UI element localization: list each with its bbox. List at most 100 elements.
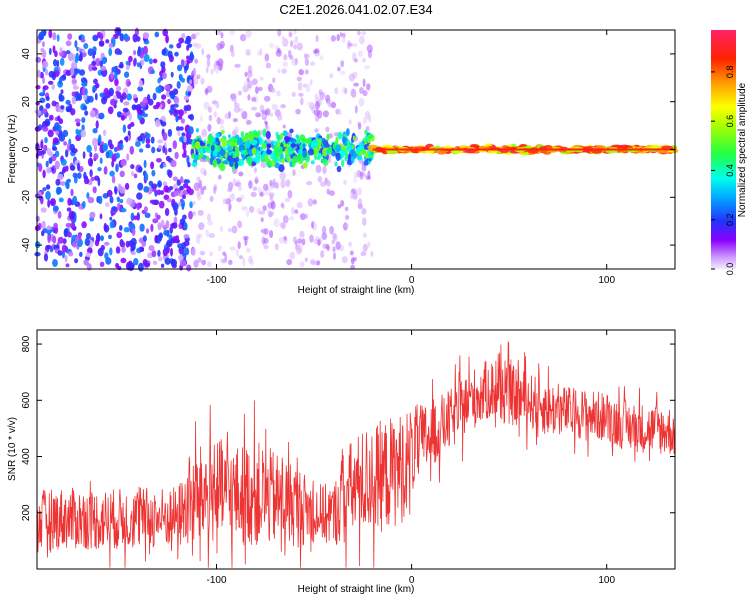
spectrogram-cell xyxy=(201,128,208,138)
spectrogram-cell xyxy=(127,262,133,269)
spectrogram-cell xyxy=(195,128,199,133)
spectrogram-cell xyxy=(48,29,53,39)
spectrogram-cell xyxy=(228,228,232,233)
spectrogram-cell xyxy=(289,251,295,260)
spectrogram-cell xyxy=(281,36,286,41)
spectrogram-cell xyxy=(152,92,157,101)
spectrogram-cell xyxy=(111,206,118,212)
spectrogram-cell xyxy=(184,39,190,45)
spectrogram-cell xyxy=(93,153,99,160)
spectrogram-cell xyxy=(353,175,357,184)
spectrogram-cell xyxy=(199,250,206,256)
spectrogram-cell xyxy=(359,35,365,45)
spectrogram-cell xyxy=(45,184,51,190)
spectrogram-cell xyxy=(359,87,364,94)
spectrogram-cell xyxy=(189,53,195,61)
spectrogram-cell xyxy=(82,151,86,159)
spectrogram-cell xyxy=(206,54,211,60)
spectrogram-cell xyxy=(80,77,87,84)
spectrogram-cell xyxy=(165,155,171,162)
spectrogram-cell xyxy=(348,241,353,247)
spectrogram-cell xyxy=(89,169,93,178)
spectrogram-cell xyxy=(208,233,215,238)
spectrogram-cell xyxy=(277,47,281,54)
spectrogram-cell xyxy=(306,180,313,186)
spectrogram-cell xyxy=(59,57,65,66)
spectrogram-cell xyxy=(52,32,57,41)
spectrogram-cell xyxy=(353,82,359,87)
spectrogram-cell xyxy=(270,87,276,94)
spectrogram-cell xyxy=(143,159,147,169)
spectrogram-cell xyxy=(330,35,336,42)
spectrogram-cell xyxy=(276,90,281,97)
spectrogram-cell xyxy=(292,169,296,177)
spectrogram-cell xyxy=(283,54,288,61)
spectrogram-cell xyxy=(101,56,107,65)
spectrogram-cell xyxy=(158,256,163,262)
spectrogram-cell xyxy=(39,105,44,111)
spectrogram-cell xyxy=(178,201,182,207)
spectrogram-cell xyxy=(143,45,148,55)
spectrogram-cell xyxy=(364,135,369,141)
spectrogram-cell xyxy=(76,238,83,247)
spectrogram-cell xyxy=(329,190,335,196)
spectrogram-cell xyxy=(79,251,83,257)
spectrogram-cell xyxy=(126,153,130,161)
spectrogram-cell xyxy=(137,86,144,92)
spectrogram-cell xyxy=(266,143,272,149)
spectrogram-cell xyxy=(87,247,93,255)
spectrogram-cell xyxy=(289,160,293,168)
spectrogram-cell xyxy=(186,155,190,164)
spectrogram-cell xyxy=(234,102,240,108)
spectrogram-cell xyxy=(151,183,158,189)
spectrogram-cell xyxy=(347,40,351,46)
spectrogram-cell xyxy=(311,220,314,229)
snr-x-tick-label: 100 xyxy=(598,575,615,586)
spectrogram-cell xyxy=(65,263,70,268)
spectrogram-cell xyxy=(206,261,212,268)
spectrogram-cell xyxy=(37,69,41,78)
spectrogram-cell xyxy=(120,115,125,121)
spectrogram-cell xyxy=(164,208,170,216)
spectrogram-cell xyxy=(115,262,120,269)
spectrogram-cell xyxy=(212,159,218,168)
spectrogram-cell xyxy=(150,223,154,232)
spectrogram-cell xyxy=(143,186,150,193)
spectrogram-cell xyxy=(274,243,279,251)
spectrogram-cell xyxy=(123,33,129,41)
spectrogram-cell xyxy=(191,162,198,168)
spectrogram-cell xyxy=(227,134,231,139)
spectrogram-cell xyxy=(252,186,258,191)
spectrogram-cell xyxy=(292,155,298,164)
spectrogram-cell xyxy=(48,157,53,165)
spectrogram-cell xyxy=(118,50,123,55)
spectrogram-cell xyxy=(87,157,94,167)
spectrogram-cell xyxy=(231,225,238,234)
spectrogram-cell xyxy=(370,250,374,257)
spectrogram-cell xyxy=(219,119,224,125)
spectrogram-cell xyxy=(352,135,356,141)
spectrogram-cell xyxy=(269,112,273,118)
colorbar-tick-label: 0.0 xyxy=(725,263,735,276)
spectrogram-cell xyxy=(252,78,258,86)
spectrogram-cell xyxy=(53,59,58,67)
spectrogram-cell xyxy=(193,259,199,268)
spectrogram-cell xyxy=(254,157,261,164)
spectrogram-cell xyxy=(246,77,250,82)
spectrogram-cell xyxy=(320,250,325,258)
spectrogram-cell xyxy=(280,104,286,109)
spectrogram-cell xyxy=(311,142,314,149)
spectrogram-cell xyxy=(107,106,114,115)
spectrogram-cell xyxy=(361,208,367,215)
spectrogram-cell xyxy=(254,131,259,139)
spectrogram-cell xyxy=(57,173,64,181)
spectrogram-cell xyxy=(81,221,87,229)
spectrogram-cell xyxy=(132,93,138,99)
spectrogram-cell xyxy=(310,160,315,165)
spectrogram-cell xyxy=(65,99,71,105)
spectrogram-cell xyxy=(296,247,302,255)
spectrogram-cell xyxy=(152,218,159,224)
spectrogram-cell xyxy=(235,156,240,162)
spectrogram-cell xyxy=(158,145,162,150)
